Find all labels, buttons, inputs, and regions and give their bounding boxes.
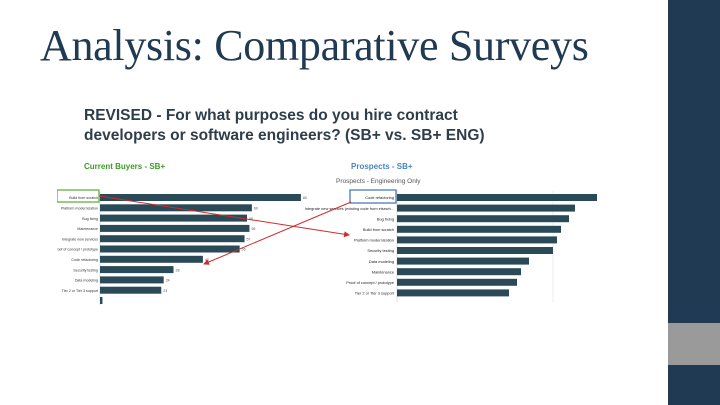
left-category-label: Proof of concept / prototype <box>57 248 98 252</box>
left-data-label: 55 <box>242 248 246 252</box>
right-bar-maintenance <box>397 268 521 276</box>
survey-question: REVISED - For what purposes do you hire … <box>84 106 554 146</box>
right-chart-subtitle: Prospects - SB+ <box>351 162 413 171</box>
right-category-label: Code refactoring <box>365 195 394 200</box>
right-bar-tier-2-or-tier-3-support <box>397 289 509 297</box>
left-category-label: Platform modernization <box>61 207 98 211</box>
left-data-label: 24 <box>166 279 170 283</box>
left-data-label: 60 <box>254 207 258 211</box>
arrow-build-from-scratch <box>98 195 350 238</box>
left-bar-proof-of-concept-prototype <box>100 245 240 253</box>
left-bar-build-from-scratch <box>100 194 301 201</box>
right-bar-integrate-new-services-existing-code-from-elsewh <box>397 204 575 212</box>
slide-sidebar <box>668 0 720 405</box>
left-bar-tier-2-or-tier-3-support <box>100 286 162 294</box>
right-category-label: Tier 2 or Tier 3 support <box>355 291 395 296</box>
right-bar-build-from-scratch <box>397 225 561 233</box>
left-data-label: 23 <box>163 289 167 293</box>
right-bar-code-refactoring <box>397 194 597 201</box>
right-highlight-box <box>349 189 397 204</box>
right-category-label: Data modeling <box>369 259 394 264</box>
comparison-charts: Build from scratch 80 Platform modernizati… <box>57 189 597 305</box>
left-data-label: 80 <box>303 196 307 200</box>
left-bar-maintenance <box>100 224 250 232</box>
survey-panel: REVISED - For what purposes do you hire … <box>57 92 622 305</box>
right-bar-platform-modernization <box>397 236 557 244</box>
left-data-label: 58 <box>249 217 253 221</box>
right-bar-data-modeling <box>397 257 529 265</box>
left-category-label: Tier 2 or Tier 3 support <box>62 289 98 293</box>
left-bar-unlabeled <box>100 297 103 304</box>
left-category-label: Code refactoring <box>71 258 98 262</box>
left-bar-bug-fixing <box>100 214 247 222</box>
left-category-label: Data modeling <box>75 279 98 283</box>
left-category-label: Security testing <box>73 268 98 272</box>
left-chart-subtitle: Current Buyers - SB+ <box>84 162 166 171</box>
left-bar-security-testing <box>100 266 174 274</box>
left-data-label: 28 <box>176 268 180 272</box>
survey-question-line2: developers or software engineers? (SB+ v… <box>84 127 485 144</box>
left-data-label: 59 <box>251 227 255 231</box>
left-category-label: Maintenance <box>77 227 98 231</box>
right-bar-bug-fixing <box>397 215 569 223</box>
arrow-code-refactoring <box>203 201 352 265</box>
right-bar-security-testing <box>397 247 553 254</box>
right-category-label: Bug fixing <box>377 216 394 221</box>
sidebar-accent-block <box>668 323 720 365</box>
left-category-label: Bug fixing <box>82 217 98 221</box>
left-bar-code-refactoring <box>100 255 203 263</box>
right-category-label: Platform modernization <box>354 238 394 243</box>
left-bar-data-modeling <box>100 276 164 284</box>
survey-question-line1: REVISED - For what purposes do you hire … <box>84 107 458 124</box>
slide-title: Analysis: Comparative Surveys <box>40 21 589 70</box>
right-category-label: Security testing <box>367 248 394 253</box>
right-category-label: Maintenance <box>372 269 394 274</box>
right-bar-proof-of-concept-prototype <box>397 278 517 286</box>
left-data-label: 57 <box>247 237 251 241</box>
left-bar-integrate-new-services <box>100 235 245 243</box>
right-category-label: Build from scratch <box>363 227 394 232</box>
right-chart-subtitle-2: Prospects - Engineering Only <box>336 178 421 185</box>
left-category-label: Build from scratch <box>69 196 98 200</box>
right-category-label: Integrate new services (existing code fr… <box>305 206 394 211</box>
left-category-label: Integrate new services <box>62 237 98 241</box>
right-category-label: Proof of concept / prototype <box>346 280 394 285</box>
left-data-label: 40 <box>205 258 209 262</box>
